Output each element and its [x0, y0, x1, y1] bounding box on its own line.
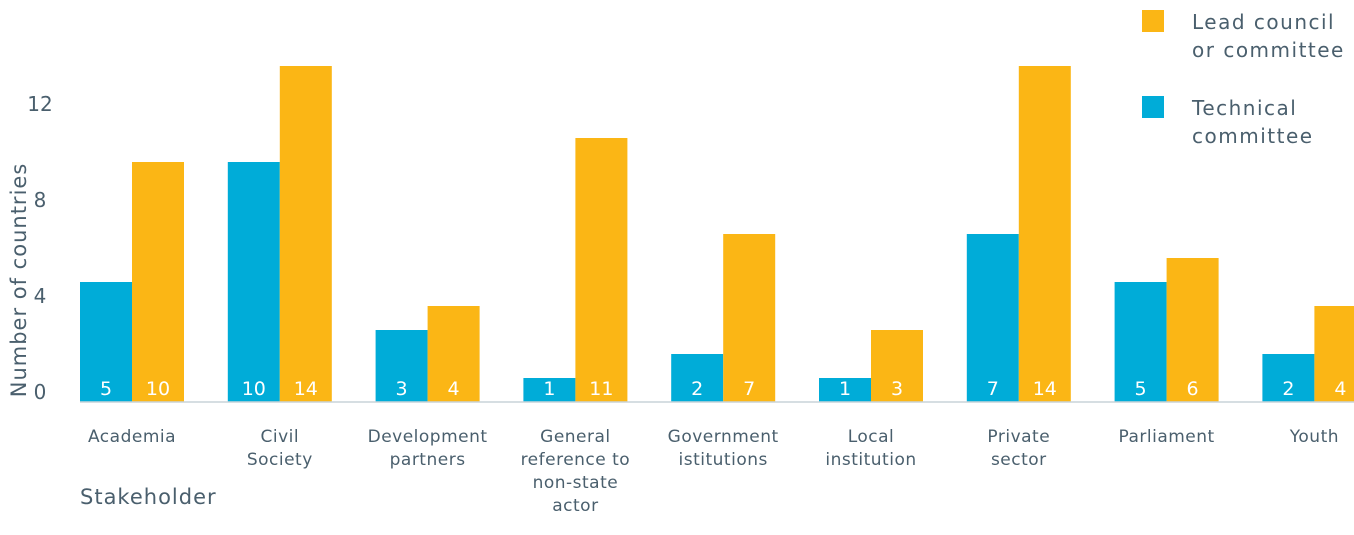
bar-value-label: 7: [987, 378, 999, 400]
bar-lead-4: [723, 234, 776, 402]
legend: Lead council or committee Technical committ…: [1142, 10, 1345, 148]
bars: 5 10 10 14 3 4 1 11 2 7 1 3 7 14 5 6 2 4: [80, 66, 1354, 402]
category-label: Youth: [1289, 427, 1339, 447]
bar-technical-7: [1114, 282, 1167, 402]
bar-value-label: 7: [743, 378, 755, 400]
bar-value-label: 1: [543, 378, 555, 400]
bar-value-label: 5: [100, 378, 112, 400]
bar-value-label: 2: [691, 378, 703, 400]
category-label: Government istitutions: [668, 427, 779, 470]
bar-technical-6: [966, 234, 1019, 402]
y-axis-title: Number of countries: [7, 163, 31, 398]
bar-value-label: 11: [589, 378, 613, 400]
category-label: Academia: [88, 427, 176, 447]
bar-technical-5: [819, 378, 871, 402]
bar-technical-2: [375, 330, 428, 402]
bar-lead-7: [1166, 258, 1219, 402]
bar-lead-5: [871, 330, 923, 402]
category-label: General reference to non-state actor: [521, 427, 631, 516]
category-label: Private sector: [987, 427, 1050, 470]
bar-value-label: 14: [294, 378, 318, 400]
bar-value-label: 3: [396, 378, 408, 400]
y-tick-label: 12: [27, 92, 52, 116]
category-label: Development partners: [368, 427, 488, 470]
x-axis: Academia Civil Society Development partners G…: [88, 427, 1339, 516]
y-tick-label: 4: [34, 284, 47, 308]
bar-technical-0: [80, 282, 132, 402]
legend-swatch-lead: [1142, 10, 1164, 32]
bar-value-label: 14: [1033, 378, 1057, 400]
bar-value-label: 6: [1187, 378, 1199, 400]
bar-technical-8: [1262, 354, 1315, 402]
bar-technical-1: [227, 162, 280, 402]
bar-lead-0: [132, 162, 184, 402]
category-label: Civil Society: [247, 427, 313, 470]
bar-value-label: 10: [146, 378, 170, 400]
bar-value-label: 10: [242, 378, 266, 400]
bar-value-label: 4: [448, 378, 460, 400]
bar-lead-1: [279, 66, 332, 402]
bar-value-label: 3: [891, 378, 903, 400]
y-axis: 0 4 8 12: [27, 92, 52, 404]
x-axis-title: Stakeholder: [80, 485, 217, 509]
legend-label-lead: Lead council or committee: [1192, 10, 1345, 62]
bar-value-label: 5: [1135, 378, 1147, 400]
bar-lead-2: [427, 306, 480, 402]
legend-swatch-technical: [1142, 96, 1164, 118]
legend-label-technical: Technical committee: [1191, 96, 1314, 148]
category-label: Local institution: [825, 427, 916, 470]
bar-value-label: 2: [1282, 378, 1294, 400]
bar-lead-8: [1314, 306, 1354, 402]
bar-lead-3: [575, 138, 628, 402]
bar-technical-3: [523, 378, 576, 402]
bar-technical-4: [671, 354, 724, 402]
bar-lead-6: [1018, 66, 1071, 402]
bar-value-label: 4: [1334, 378, 1346, 400]
y-tick-label: 8: [34, 188, 47, 212]
bar-value-label: 1: [839, 378, 851, 400]
category-label: Parliament: [1118, 427, 1214, 447]
y-tick-label: 0: [34, 380, 47, 404]
